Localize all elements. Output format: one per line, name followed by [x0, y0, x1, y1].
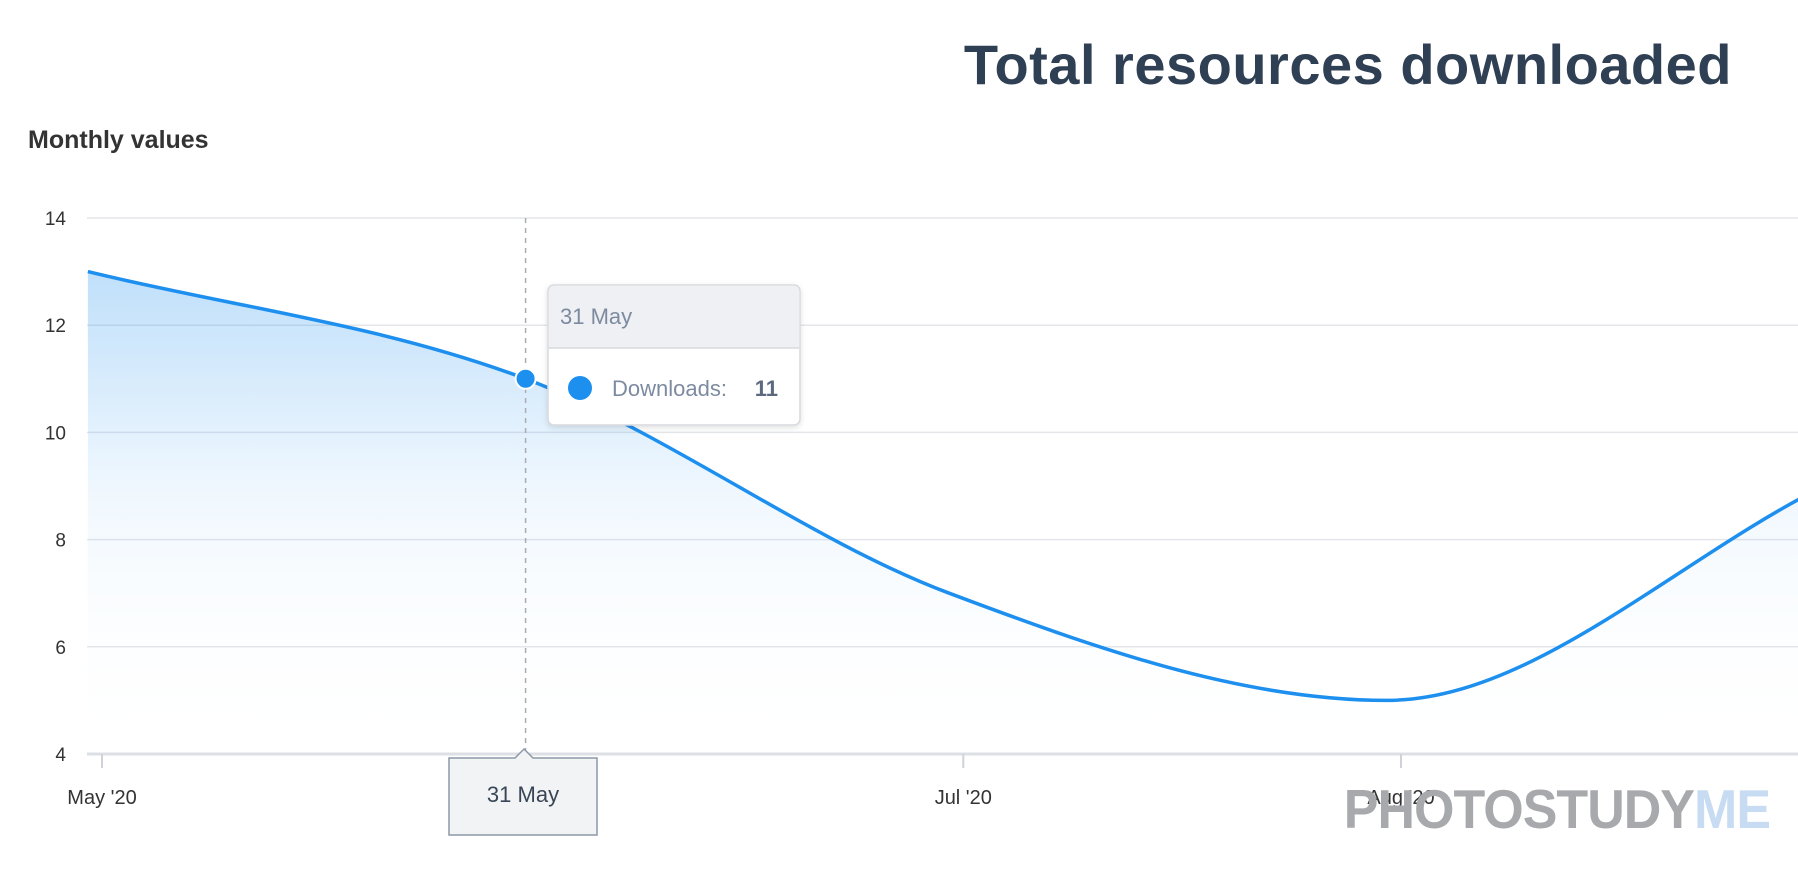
y-tick-label: 6	[55, 638, 66, 659]
series-line-path	[87, 269, 1798, 703]
y-tick-label: 4	[55, 745, 66, 766]
y-axis-label: Monthly values	[28, 126, 209, 154]
highlighted-point[interactable]	[514, 367, 537, 390]
chart-title: Total resources downloaded	[963, 33, 1732, 96]
watermark-logo: PHOTOSTUDYME	[1343, 779, 1771, 841]
tooltip-value: 11	[755, 376, 778, 401]
area-fill	[87, 271, 1798, 754]
crosshair-label-box	[448, 747, 598, 836]
x-tick-labels: May '20 Jul '20 Aug '20	[67, 787, 1434, 809]
crosshair-label-text: 31 May	[487, 782, 559, 807]
y-tick-label: 14	[45, 209, 67, 230]
tooltip-date: 31 May	[560, 304, 632, 329]
series-line	[87, 269, 1798, 703]
x-axis	[87, 752, 1798, 768]
crosshair-x-label: 31 May	[448, 747, 598, 836]
y-tick-label: 10	[45, 423, 66, 444]
y-tick-labels: 14 12 10 8 6 4	[45, 209, 67, 766]
tooltip-header	[548, 285, 800, 348]
x-tick-label: May '20	[67, 787, 136, 809]
y-tick-label: 8	[55, 531, 66, 552]
tooltip-series-label: Downloads:	[612, 376, 727, 401]
data-points	[514, 367, 537, 390]
tooltip-series-marker	[568, 376, 592, 400]
series-area	[87, 271, 1798, 754]
x-tick-label: Jul '20	[935, 787, 992, 809]
tooltip: 31 May Downloads: 11	[547, 284, 801, 426]
y-tick-label: 12	[45, 316, 66, 337]
x-tick-label: Aug '20	[1367, 787, 1434, 809]
